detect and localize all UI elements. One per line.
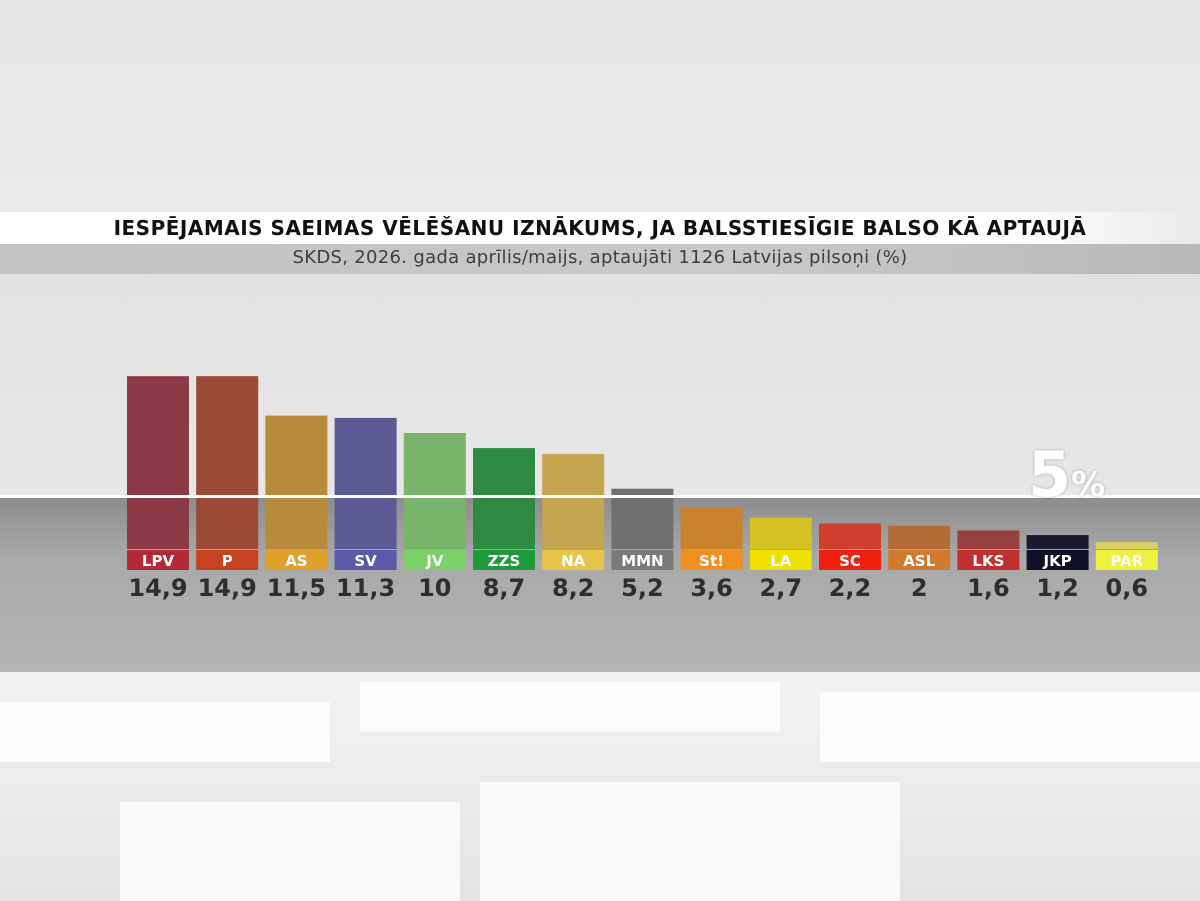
category-label-box <box>819 550 881 570</box>
category-label-box <box>749 550 812 570</box>
bar-sc <box>819 523 881 549</box>
category-label: MMN <box>621 552 663 570</box>
category-label: ASL <box>903 552 935 570</box>
bar-st <box>680 507 743 549</box>
value-label: 1,2 <box>1036 574 1079 602</box>
value-label: 2,7 <box>760 574 803 602</box>
category-label: JV <box>425 552 444 570</box>
value-label: 10 <box>418 574 451 602</box>
category-label-box <box>680 550 743 570</box>
category-label-box <box>611 550 674 570</box>
category-label-box <box>1095 550 1158 570</box>
bar-la <box>749 517 812 549</box>
floor-tile <box>360 682 780 732</box>
category-label-box <box>473 550 535 570</box>
value-label: 1,6 <box>967 574 1010 602</box>
value-label: 11,3 <box>336 574 395 602</box>
category-label: JKP <box>1042 552 1071 570</box>
value-label: 8,2 <box>552 574 595 602</box>
bar-zzs <box>473 448 535 549</box>
bar-as <box>265 415 328 549</box>
bar-na <box>542 453 605 549</box>
category-label: LA <box>770 552 792 570</box>
category-label: SC <box>839 552 861 570</box>
value-label: 14,9 <box>198 574 257 602</box>
value-label: 3,6 <box>690 574 733 602</box>
category-label-box <box>403 550 466 570</box>
bar-mmn <box>611 488 674 549</box>
category-label: AS <box>285 552 307 570</box>
floor-tile <box>120 802 460 901</box>
threshold-number: 5 <box>1028 438 1072 511</box>
value-label: 11,5 <box>267 574 326 602</box>
threshold-label: 5% <box>1028 438 1105 511</box>
category-label: ZZS <box>488 552 521 570</box>
value-label: 5,2 <box>621 574 664 602</box>
category-label: SV <box>354 552 377 570</box>
category-label-box <box>127 550 189 570</box>
bar-jv <box>403 433 466 549</box>
chart-title: IESPĒJAMAIS SAEIMAS VĒLĒŠANU IZNĀKUMS, J… <box>113 216 1087 240</box>
category-label: LKS <box>972 552 1004 570</box>
value-label: 0,6 <box>1106 574 1149 602</box>
title-bar: IESPĒJAMAIS SAEIMAS VĒLĒŠANU IZNĀKUMS, J… <box>0 212 1200 244</box>
floor-tile <box>480 782 900 901</box>
category-label-box <box>1026 550 1089 570</box>
floor-tile <box>0 702 330 762</box>
category-label: St! <box>699 552 724 570</box>
value-label: 8,7 <box>483 574 526 602</box>
bar-par <box>1095 542 1158 549</box>
bar-asl <box>888 525 951 549</box>
category-label-box <box>957 550 1020 570</box>
bar-jkp <box>1026 535 1089 549</box>
threshold-line <box>0 495 1200 498</box>
floor-tile <box>820 692 1200 762</box>
category-label: PAR <box>1110 552 1143 570</box>
chart-subtitle: SKDS, 2026. gada aprīlis/maijs, aptaujāt… <box>292 247 908 268</box>
category-label: P <box>222 552 233 570</box>
category-label: NA <box>561 552 586 570</box>
category-label: LPV <box>142 552 175 570</box>
category-label-box <box>888 550 951 570</box>
bar-lks <box>957 530 1020 549</box>
threshold-unit: % <box>1071 465 1106 505</box>
category-label-box <box>196 550 259 570</box>
bar-lpv <box>127 376 189 549</box>
category-label-box <box>542 550 605 570</box>
value-label: 2 <box>911 574 928 602</box>
category-label-box <box>265 550 328 570</box>
value-label: 14,9 <box>128 574 187 602</box>
value-label: 2,2 <box>829 574 872 602</box>
bar-p <box>196 376 259 549</box>
subtitle-bar: SKDS, 2026. gada aprīlis/maijs, aptaujāt… <box>0 244 1200 274</box>
floor-background <box>0 672 1200 901</box>
category-label-box <box>334 550 397 570</box>
bar-sv <box>334 417 397 549</box>
